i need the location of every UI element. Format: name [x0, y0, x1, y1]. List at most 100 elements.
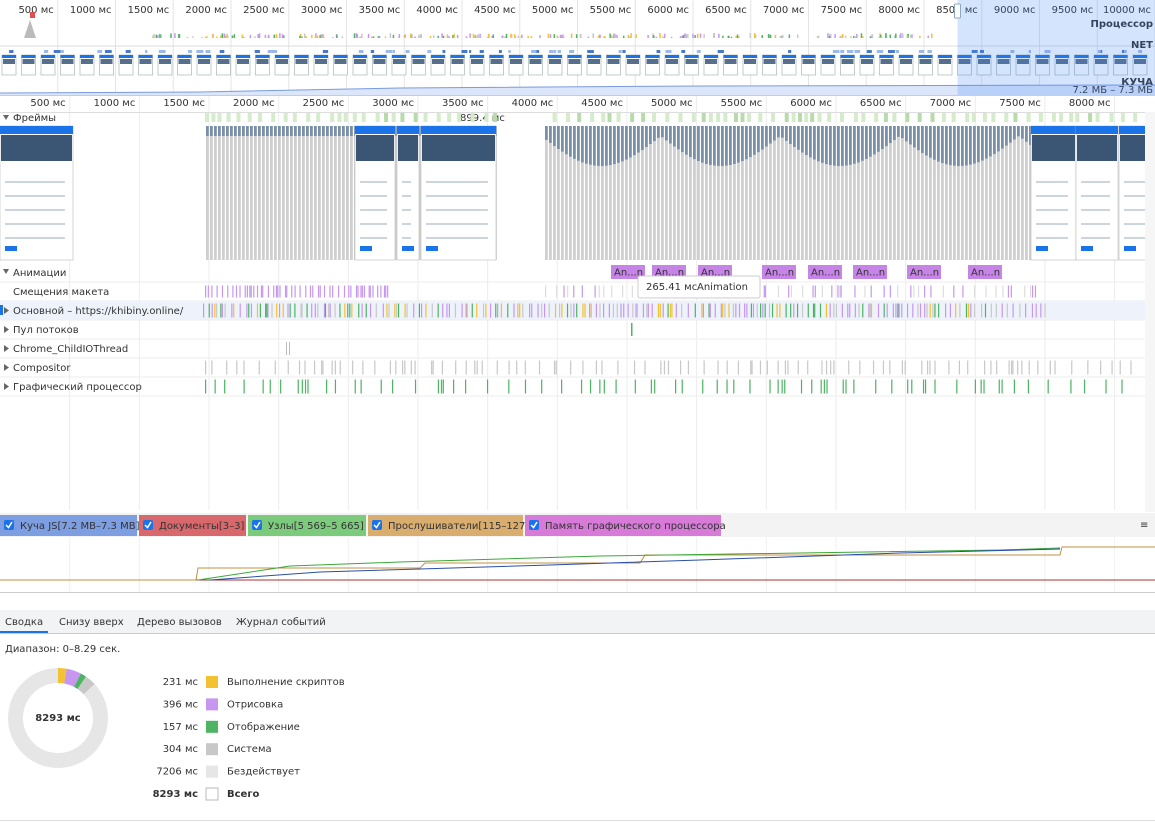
track-name[interactable]: Пул потоков	[13, 325, 79, 336]
animation-label[interactable]: An...n	[811, 268, 840, 279]
cpu-activity	[556, 35, 559, 38]
selection-handle[interactable]	[953, 3, 961, 19]
counter-checkbox[interactable]	[529, 520, 539, 530]
memory-counter[interactable]: Прослушиватели[115–127]	[368, 515, 529, 536]
track-name[interactable]: Графический процессор	[13, 382, 142, 393]
tab[interactable]: Дерево вызовов	[137, 617, 222, 628]
memory-counter[interactable]: Документы[3–3]	[139, 515, 246, 536]
track-event	[287, 303, 289, 318]
track-event	[802, 285, 804, 298]
counter-checkbox[interactable]	[372, 520, 382, 530]
frame-bar-top	[318, 126, 321, 136]
animation-label[interactable]: An...n	[910, 268, 939, 279]
frame-tick	[447, 113, 452, 122]
track-arrow[interactable]	[4, 307, 9, 314]
counter-label[interactable]: Документы[3–3]	[159, 521, 244, 532]
animation-label[interactable]: An...n	[701, 268, 730, 279]
track-event	[1010, 285, 1012, 298]
frame-bar-top	[825, 126, 828, 165]
animation-label[interactable]: An...n	[971, 268, 1000, 279]
track-event	[440, 379, 443, 394]
track-event	[635, 303, 637, 318]
frame-bar	[609, 165, 612, 260]
animation-label[interactable]: An...n	[614, 268, 643, 279]
frame-tick	[665, 113, 670, 122]
animation-block[interactable]	[968, 265, 1002, 279]
track-event	[437, 379, 440, 394]
track-event	[738, 303, 741, 318]
counter-checkbox[interactable]	[252, 520, 262, 530]
film-frame-img	[81, 59, 93, 64]
track-event	[582, 360, 584, 375]
memory-counter[interactable]: Куча JS[7.2 MB–7.3 MB]	[0, 515, 140, 536]
counter-bg[interactable]	[368, 515, 523, 536]
animation-block[interactable]	[611, 265, 645, 279]
animation-label[interactable]: An...n	[765, 268, 794, 279]
track-name[interactable]: Анимации	[13, 268, 66, 279]
track-event	[573, 285, 575, 298]
counter-bg[interactable]	[0, 515, 137, 536]
track-event	[454, 303, 457, 318]
memory-counter[interactable]: Узлы[5 569–5 665]	[248, 515, 366, 536]
tab[interactable]: Журнал событий	[236, 617, 326, 628]
counter-bg[interactable]	[139, 515, 246, 536]
track-event	[948, 360, 950, 375]
tab[interactable]: Снизу вверх	[59, 617, 124, 628]
track-arrow[interactable]	[4, 364, 9, 371]
track-event	[897, 303, 899, 318]
track-arrow[interactable]	[4, 326, 9, 333]
frame-bar	[969, 164, 972, 260]
frame-bar-top	[765, 126, 768, 147]
animation-label[interactable]: An...n	[856, 268, 885, 279]
animation-block[interactable]	[853, 265, 887, 279]
counter-bg[interactable]	[525, 515, 721, 536]
counter-checkbox[interactable]	[4, 520, 14, 530]
animation-block[interactable]	[762, 265, 796, 279]
cpu-activity	[919, 35, 921, 38]
animation-block[interactable]	[907, 265, 941, 279]
tab[interactable]: Сводка	[5, 617, 43, 628]
frame-bar-top	[549, 126, 552, 144]
animation-label[interactable]: An...n	[655, 268, 684, 279]
counter-label[interactable]: Куча JS[7.2 MB–7.3 MB]	[20, 521, 140, 532]
net-request	[125, 50, 131, 53]
track-event	[650, 379, 652, 394]
counter-bg[interactable]	[248, 515, 366, 536]
track-name[interactable]: Смещения макета	[13, 287, 109, 298]
cpu-activity	[829, 33, 831, 38]
track-event	[555, 360, 557, 375]
frame-bar	[721, 165, 724, 260]
counter-checkbox[interactable]	[143, 520, 153, 530]
frame-bar	[837, 165, 840, 260]
track-event	[996, 360, 998, 375]
counter-label[interactable]: Узлы[5 569–5 665]	[268, 521, 364, 532]
frame-bar-top	[993, 126, 996, 155]
frame-bar-top	[929, 126, 932, 158]
track-event	[1054, 360, 1056, 375]
track-arrow[interactable]	[4, 383, 9, 390]
memory-counter[interactable]: Память графического процессора	[525, 515, 726, 536]
film-frame-header	[41, 55, 55, 58]
track-name[interactable]: Chrome_ChildIOThread	[13, 344, 128, 355]
overview-tick-label: 500 мс	[18, 5, 53, 16]
track-event	[929, 360, 931, 375]
cpu-activity	[659, 33, 661, 38]
frame-bar-top	[1013, 126, 1016, 140]
track-name[interactable]: Compositor	[13, 363, 71, 374]
thumb-button	[402, 246, 414, 251]
counter-label[interactable]: Прослушиватели[115–127]	[388, 521, 529, 532]
track-event	[983, 379, 985, 394]
track-arrow[interactable]	[3, 269, 9, 274]
track-arrow[interactable]	[4, 345, 9, 352]
counter-label[interactable]: Память графического процессора	[545, 521, 726, 532]
summary-swatch	[206, 743, 218, 756]
animation-block[interactable]	[808, 265, 842, 279]
cpu-activity	[728, 35, 730, 38]
track-event	[418, 303, 421, 318]
cpu-activity	[880, 36, 882, 38]
track-name[interactable]: Основной – https://khibiny.online/	[13, 306, 184, 317]
cpu-activity	[510, 33, 512, 38]
summary-total-swatch	[205, 787, 219, 801]
frame-bar	[1017, 136, 1020, 260]
track-event	[507, 303, 509, 318]
